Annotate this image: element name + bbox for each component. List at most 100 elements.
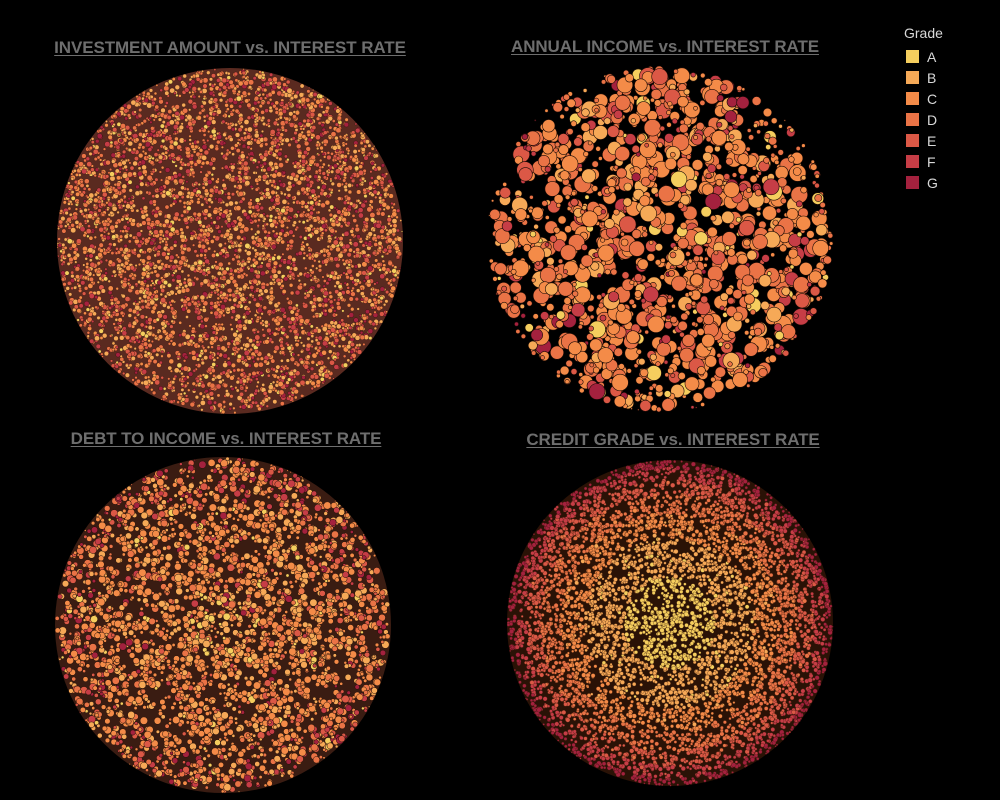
bubble-grade-d [83, 286, 89, 291]
bubble-grade-e [222, 90, 228, 96]
bubble-grade-d [270, 340, 275, 344]
bubble-grade-c [236, 235, 242, 240]
bubble-grade-b [86, 334, 90, 338]
bubble-grade-f [346, 221, 351, 226]
bubble-grade-b [180, 185, 185, 191]
bubble-grade-b [120, 262, 125, 267]
bubble-grade-e [372, 250, 377, 256]
bubble-grade-f [276, 130, 281, 135]
bubble-grade-d [227, 356, 231, 361]
bubble-grade-b [251, 246, 255, 250]
bubble-grade-b [188, 108, 192, 112]
bubble-grade-d [146, 221, 151, 226]
bubble-grade-e [324, 372, 330, 379]
bubble-grade-c [370, 146, 375, 151]
bubble-grade-b [235, 388, 240, 393]
bubble-grade-d [272, 76, 278, 83]
bubble-grade-a [380, 254, 385, 259]
bubble-grade-b [180, 122, 184, 126]
bubble-grade-c [237, 170, 242, 175]
bubble-grade-b [149, 355, 155, 361]
bubble-grade-a [309, 200, 315, 206]
bubble-grade-b [247, 404, 251, 409]
bubble-grade-c [132, 248, 137, 252]
bubble-grade-d [222, 114, 226, 118]
bubble-grade-e [262, 391, 268, 396]
bubble-grade-e [358, 169, 364, 176]
bubble-grade-b [225, 391, 231, 398]
bubble-grade-b [345, 137, 349, 142]
bubble-grade-e [265, 404, 269, 408]
bubble-grade-d [285, 366, 290, 371]
bubble-grade-c [312, 89, 315, 92]
bubble-grade-b [141, 276, 145, 280]
bubble-grade-c [288, 394, 292, 399]
bubble-grade-c [82, 214, 87, 218]
bubble-chart-investment-amount[interactable] [55, 66, 405, 416]
bubble-grade-b [73, 169, 77, 173]
bubble-grade-b [334, 135, 339, 141]
bubble-grade-f [227, 97, 234, 103]
bubble-grade-e [368, 151, 372, 156]
bubble-grade-e [321, 171, 326, 176]
bubble-grade-e [288, 329, 293, 333]
bubble-grade-b [265, 187, 270, 192]
bubble-grade-f [183, 139, 187, 143]
bubble-grade-c [346, 314, 350, 318]
bubble-grade-a [354, 165, 360, 171]
bubble-grade-c [328, 294, 334, 299]
bubble-grade-b [220, 285, 224, 289]
bubble-grade-e [218, 216, 222, 220]
bubble-grade-b [333, 284, 337, 288]
bubble-grade-g [152, 225, 156, 229]
bubble-grade-d [121, 314, 125, 318]
bubble-grade-g [95, 139, 100, 144]
bubble-grade-d [302, 251, 307, 255]
bubble-grade-b [123, 130, 127, 135]
bubble-grade-f [81, 168, 87, 175]
bubble-grade-c [99, 248, 104, 253]
bubble-grade-d [328, 290, 333, 295]
bubble-grade-g [379, 286, 385, 292]
bubble-grade-b [106, 208, 110, 212]
bubble-grade-d [182, 365, 189, 372]
bubble-grade-d [223, 242, 227, 245]
bubble-grade-b [337, 344, 342, 349]
bubble-grade-e [139, 322, 145, 328]
bubble-grade-c [385, 205, 391, 211]
bubble-grade-f [310, 366, 315, 371]
bubble-grade-d [289, 356, 295, 362]
bubble-grade-f [396, 228, 400, 233]
bubble-grade-d [363, 144, 368, 149]
bubble-grade-g [183, 355, 189, 360]
bubble-grade-d [285, 246, 290, 252]
bubble-grade-c [278, 157, 283, 162]
bubble-grade-f [355, 128, 361, 134]
bubble-grade-b [360, 291, 365, 296]
bubble-grade-d [182, 107, 188, 114]
bubble-grade-e [259, 96, 264, 101]
bubble-grade-c [285, 334, 290, 339]
bubble-grade-d [308, 378, 312, 381]
bubble-grade-d [366, 206, 373, 213]
bubble-grade-c [234, 386, 238, 390]
bubble-grade-d [302, 210, 306, 214]
bubble-grade-c [229, 275, 235, 281]
bubble-grade-f [356, 346, 360, 350]
bubble-grade-d [352, 218, 358, 223]
bubble-grade-c [274, 148, 279, 154]
bubble-grade-e [203, 216, 208, 221]
bubble-grade-b [346, 358, 351, 363]
bubble-grade-a [111, 234, 117, 240]
bubble-grade-b [244, 342, 250, 349]
bubble-grade-d [175, 253, 179, 257]
bubble-grade-a [318, 94, 324, 99]
bubble-grade-b [349, 229, 354, 234]
bubble-grade-c [213, 303, 219, 309]
bubble-grade-f [173, 173, 179, 179]
bubble-grade-f [276, 127, 280, 132]
bubble-grade-e [239, 391, 244, 397]
bubble-grade-b [211, 166, 216, 171]
bubble-grade-b [235, 380, 240, 385]
bubble-grade-d [211, 355, 215, 360]
